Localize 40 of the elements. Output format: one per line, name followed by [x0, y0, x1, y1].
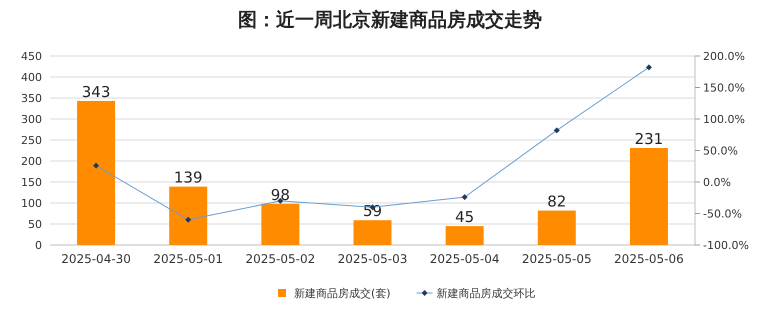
data-label: 343 — [82, 82, 110, 101]
bar — [354, 220, 392, 245]
bar — [77, 100, 116, 245]
data-label: 231 — [634, 130, 664, 148]
x-tick-label: 2025-05-06 — [614, 252, 684, 266]
x-tick-label: 2025-04-30 — [61, 252, 131, 266]
x-tick-label: 2025-05-01 — [153, 252, 224, 266]
y2-tick-label: -100.0% — [703, 239, 749, 252]
y-tick-label: 50 — [28, 218, 42, 231]
bar — [446, 226, 484, 245]
x-tick-label: 2025-05-03 — [338, 252, 408, 266]
x-tick-label: 2025-05-05 — [522, 252, 592, 266]
y-tick-label: 450 — [21, 50, 42, 63]
bar — [261, 204, 300, 245]
y-tick-label: 0 — [35, 239, 42, 252]
y-tick-label: 100 — [21, 197, 42, 210]
bar — [630, 148, 668, 245]
legend-label: 新建商品房成交环比 — [436, 287, 536, 300]
y2-tick-label: -50.0% — [703, 208, 742, 220]
legend-label: 新建商品房成交(套) — [294, 287, 391, 300]
y-tick-label: 400 — [21, 71, 42, 84]
chart-title: 图：近一周北京新建商品房成交走势 — [238, 9, 542, 31]
y-tick-label: 250 — [21, 134, 42, 147]
y2-tick-label: 150.0% — [703, 82, 745, 94]
data-label: 45 — [455, 208, 474, 226]
data-label: 98 — [270, 186, 290, 204]
y-tick-label: 300 — [21, 113, 42, 126]
data-label: 139 — [174, 168, 203, 187]
data-label: 82 — [547, 192, 566, 211]
x-tick-label: 2025-05-02 — [245, 252, 316, 266]
x-tick-label: 2025-05-04 — [430, 252, 500, 266]
y2-tick-label: 50.0% — [703, 144, 738, 158]
bar — [538, 210, 576, 245]
y2-tick-label: 0.0% — [703, 176, 731, 189]
y2-tick-label: 100.0% — [703, 113, 745, 126]
y2-tick-label: 200.0% — [703, 50, 745, 63]
y-tick-label: 350 — [21, 92, 42, 105]
y-tick-label: 150 — [21, 176, 42, 189]
bar — [169, 186, 208, 245]
y-tick-label: 200 — [21, 155, 42, 168]
